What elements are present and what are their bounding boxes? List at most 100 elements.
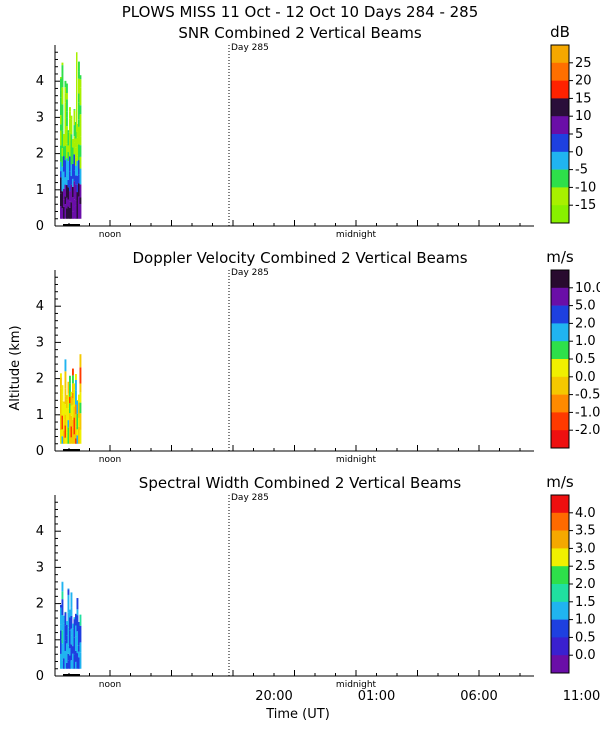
colorbar-segment bbox=[551, 548, 569, 567]
data-cell bbox=[60, 630, 62, 640]
data-cell bbox=[72, 398, 74, 405]
data-cell bbox=[66, 158, 68, 171]
data-cell bbox=[70, 607, 73, 616]
y-tick-label: 4 bbox=[36, 74, 44, 89]
data-cell bbox=[66, 83, 68, 94]
data-strip bbox=[60, 581, 82, 676]
data-cell bbox=[63, 156, 65, 172]
data-cell bbox=[78, 627, 80, 646]
data-cell bbox=[70, 164, 73, 177]
data-cell bbox=[76, 144, 79, 156]
data-cell bbox=[61, 130, 64, 149]
data-cell bbox=[64, 102, 67, 119]
data-cell bbox=[66, 414, 68, 433]
data-cell bbox=[75, 147, 77, 158]
data-cell bbox=[69, 403, 71, 414]
data-cell bbox=[63, 615, 65, 624]
data-cell bbox=[73, 170, 76, 182]
day-label: Day 285 bbox=[231, 493, 269, 503]
data-cell bbox=[67, 145, 70, 153]
data-cell bbox=[66, 197, 68, 209]
data-cell bbox=[70, 119, 73, 135]
data-cell bbox=[64, 359, 67, 372]
data-cell bbox=[76, 160, 79, 176]
data-cell bbox=[61, 599, 64, 616]
colorbar-segment bbox=[551, 169, 569, 188]
data-cell bbox=[79, 392, 82, 403]
data-cell bbox=[70, 405, 73, 416]
data-cell bbox=[70, 615, 73, 629]
colorbar-label: 2.0 bbox=[575, 316, 596, 331]
data-cell bbox=[61, 436, 64, 444]
data-cell bbox=[73, 110, 76, 126]
data-cell bbox=[76, 131, 79, 138]
data-cell bbox=[60, 399, 62, 414]
y-tick-label: 3 bbox=[36, 335, 44, 350]
data-cell bbox=[76, 400, 79, 414]
data-cell bbox=[70, 176, 73, 185]
data-cell bbox=[61, 591, 64, 600]
panel-1: SNR Combined 2 Vertical Beams 0 1 2 3 4 noon mi… bbox=[36, 23, 597, 240]
data-cell bbox=[61, 104, 64, 115]
data-cell bbox=[70, 202, 73, 219]
data-cell bbox=[67, 627, 70, 646]
colorbar-segment bbox=[551, 341, 569, 360]
data-cell bbox=[69, 171, 71, 186]
data-cell bbox=[75, 661, 77, 669]
colorbar-label: 5.0 bbox=[575, 299, 596, 314]
data-cell bbox=[79, 614, 82, 626]
data-cell bbox=[66, 662, 68, 669]
data-cell bbox=[61, 643, 64, 661]
data-cell bbox=[67, 653, 70, 661]
colorbar-label: -0.5 bbox=[575, 388, 600, 403]
data-cell bbox=[64, 196, 67, 205]
data-cell bbox=[67, 152, 70, 162]
data-cell bbox=[61, 191, 64, 209]
y-axis-label: Altitude (km) bbox=[8, 325, 23, 410]
data-cell bbox=[67, 589, 70, 595]
data-cell bbox=[79, 87, 82, 106]
data-cell bbox=[66, 652, 68, 663]
colorbar-label: 15 bbox=[575, 91, 592, 106]
data-cell bbox=[79, 75, 82, 80]
data-cell bbox=[72, 163, 74, 179]
data-cell bbox=[78, 417, 80, 427]
data-cell bbox=[64, 93, 67, 103]
data-cell bbox=[64, 145, 67, 161]
data-cell bbox=[67, 427, 70, 444]
data-cell bbox=[78, 119, 80, 127]
data-cell bbox=[79, 114, 82, 124]
data-cell bbox=[67, 420, 70, 428]
colorbar-segment bbox=[551, 134, 569, 153]
data-cell bbox=[76, 429, 79, 436]
data-cell bbox=[60, 206, 62, 219]
data-cell bbox=[61, 73, 64, 88]
y-tick-label: 0 bbox=[36, 669, 44, 684]
panel-3: Spectral Width Combined 2 Vertical Beams… bbox=[36, 473, 600, 704]
data-cell bbox=[60, 429, 62, 444]
data-cell bbox=[61, 660, 64, 669]
data-cell bbox=[64, 425, 67, 438]
figure-title: PLOWS MISS 11 Oct - 12 Oct 10 Days 284 -… bbox=[122, 3, 479, 21]
data-cell bbox=[79, 123, 82, 137]
colorbar-segment bbox=[551, 116, 569, 135]
panel-2: Doppler Velocity Combined 2 Vertical Bea… bbox=[36, 248, 600, 465]
data-cell bbox=[69, 609, 71, 618]
data-cell bbox=[79, 383, 82, 393]
colorbar-label: 3.0 bbox=[575, 541, 596, 556]
noon-label: noon bbox=[99, 230, 121, 240]
data-cell bbox=[61, 394, 64, 401]
data-cell bbox=[70, 395, 73, 406]
colorbar-segment bbox=[551, 98, 569, 117]
data-cell bbox=[63, 188, 65, 200]
data-cell bbox=[78, 102, 80, 120]
data-cell bbox=[63, 146, 65, 157]
data-cell bbox=[73, 617, 76, 620]
data-cell bbox=[73, 154, 76, 171]
data-cell bbox=[73, 434, 76, 444]
y-tick-label: 0 bbox=[36, 444, 44, 459]
colorbar-label: 2.5 bbox=[575, 559, 596, 574]
colorbar-segment bbox=[551, 394, 569, 413]
colorbar-label: 5 bbox=[575, 127, 583, 142]
data-cell bbox=[75, 165, 77, 176]
